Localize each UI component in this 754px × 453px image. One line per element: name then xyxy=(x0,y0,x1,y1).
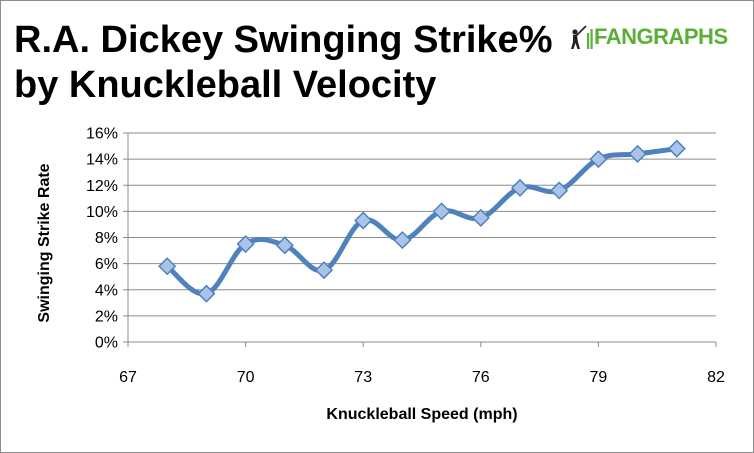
chart-title-line-2: by Knuckleball Velocity xyxy=(14,64,437,106)
data-point-marker xyxy=(197,284,216,303)
data-point-marker xyxy=(158,257,177,276)
data-point-marker xyxy=(314,261,334,280)
y-tick-label: 12% xyxy=(86,178,118,195)
x-tick-label: 73 xyxy=(354,369,372,386)
y-tick-label: 16% xyxy=(86,126,118,143)
logo-text-fan: FAN xyxy=(594,24,637,49)
data-point-marker xyxy=(550,181,569,200)
y-tick-labels: 0% 2% 4% 6% 8% 10% 12% 14% 16% xyxy=(86,126,118,352)
fangraphs-logo: FANGRAPHS xyxy=(566,22,728,52)
y-tick-label: 14% xyxy=(86,152,118,169)
x-tick-label: 82 xyxy=(707,369,725,386)
data-point-marker xyxy=(236,234,255,254)
y-tick-label: 2% xyxy=(95,308,118,325)
y-tick-label: 4% xyxy=(95,282,118,299)
data-point-marker xyxy=(510,178,530,197)
logo-wordmark: FANGRAPHS xyxy=(594,23,728,51)
gridlines xyxy=(128,132,716,317)
x-tick-label: 79 xyxy=(590,369,608,386)
data-point-marker xyxy=(667,139,686,158)
data-point-marker xyxy=(275,236,294,255)
data-point-marker xyxy=(589,150,608,169)
chart-title-line-1: R.A. Dickey Swinging Strike% xyxy=(14,19,553,61)
x-tick-label: 70 xyxy=(237,369,255,386)
y-tick-label: 10% xyxy=(86,204,118,221)
data-point-marker xyxy=(354,211,373,230)
data-series xyxy=(158,139,686,303)
data-point-marker xyxy=(393,231,412,250)
data-point-marker xyxy=(628,144,647,163)
y-tick-label: 0% xyxy=(95,335,118,352)
x-axis-title: Knuckleball Speed (mph) xyxy=(326,406,517,423)
x-tick-labels: 67 70 73 76 79 82 xyxy=(119,369,725,386)
y-tick-label: 6% xyxy=(95,256,118,273)
data-point-marker xyxy=(432,202,451,221)
y-tick-label: 8% xyxy=(95,230,118,247)
data-point-marker xyxy=(471,208,490,227)
chart-title: R.A. Dickey Swinging Strike% by Knuckleb… xyxy=(14,18,552,108)
x-tick-label: 67 xyxy=(119,369,137,386)
logo-text-graphs: GRAPHS xyxy=(636,24,729,49)
y-axis-title: Swinging Strike Rate xyxy=(36,163,53,322)
x-tick-label: 76 xyxy=(472,369,490,386)
batter-icon xyxy=(571,25,593,49)
axes xyxy=(123,132,717,347)
series-line xyxy=(164,146,680,297)
